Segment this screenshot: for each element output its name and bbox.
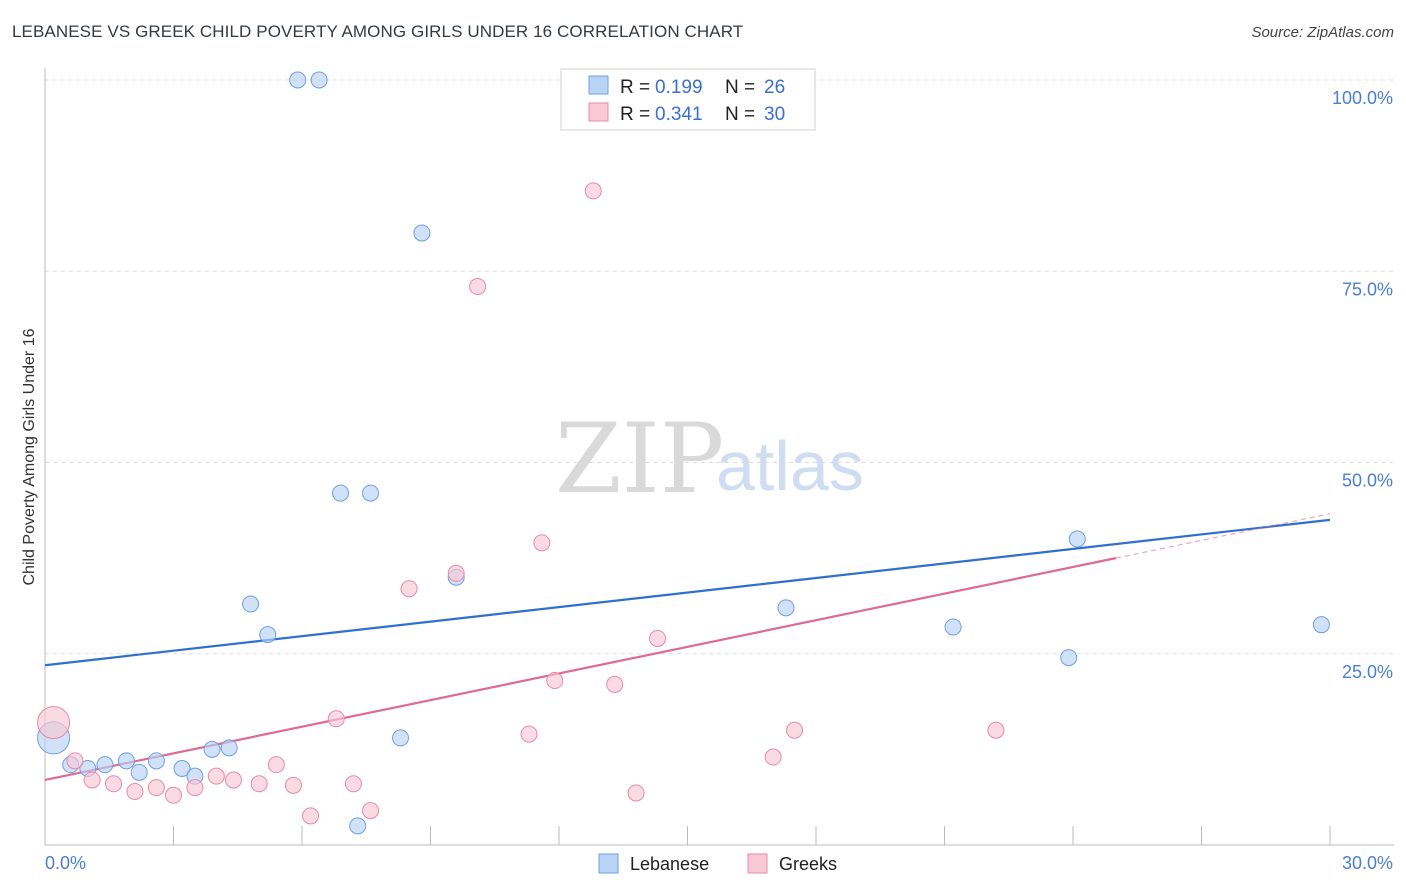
point-greeks-6 — [165, 786, 182, 804]
point-greeks-5 — [147, 779, 165, 797]
point-lebanese-6 — [147, 752, 165, 770]
legend-swatch-greeks — [588, 102, 609, 122]
bottom-legend-swatch-greeks — [747, 853, 768, 874]
point-lebanese-19 — [413, 224, 431, 242]
point-lebanese-16 — [349, 817, 367, 835]
point-greeks-10 — [250, 775, 268, 793]
legend-n-value-lebanese: 26 — [764, 77, 785, 98]
point-greeks-15 — [344, 775, 362, 793]
point-greeks-12 — [284, 776, 302, 794]
point-greeks-26 — [649, 629, 667, 647]
point-lebanese-5 — [130, 763, 148, 781]
grid-lines — [45, 79, 1394, 655]
y-tick-label-3: 100.0% — [1332, 88, 1393, 108]
point-lebanese-17 — [362, 484, 380, 502]
point-greeks-17 — [400, 580, 418, 598]
legend-n-label-greeks: N = — [725, 104, 755, 125]
point-lebanese-14 — [310, 71, 328, 89]
legend-r-value-lebanese: 0.199 — [655, 77, 703, 98]
point-lebanese-22 — [944, 618, 962, 636]
point-greeks-4 — [126, 782, 144, 800]
point-greeks-9 — [224, 771, 242, 789]
point-greeks-8 — [207, 767, 225, 785]
chart-title: LEBANESE VS GREEK CHILD POVERTY AMONG GI… — [12, 22, 744, 41]
point-greeks-19 — [469, 278, 487, 296]
watermark-zip: ZIP — [555, 403, 724, 515]
point-greeks-21 — [533, 534, 551, 552]
point-lebanese-25 — [1312, 616, 1330, 634]
point-greeks-22 — [546, 672, 564, 690]
point-greeks-23 — [584, 182, 602, 200]
legend-r-value-greeks: 0.341 — [655, 104, 703, 125]
watermark: ZIP atlas — [555, 403, 864, 515]
x-tick-label-1: 30.0% — [1342, 853, 1393, 873]
point-lebanese-3 — [96, 756, 114, 774]
point-lebanese-10 — [220, 739, 238, 757]
point-greeks-25 — [627, 784, 645, 802]
y-tick-label-0: 25.0% — [1342, 662, 1393, 682]
legend-n-value-greeks: 30 — [764, 104, 785, 125]
legend-r-label-greeks: R = — [620, 104, 650, 125]
point-lebanese-23 — [1060, 649, 1078, 667]
point-greeks-11 — [267, 756, 285, 774]
point-greeks-20 — [520, 725, 538, 743]
point-lebanese-24 — [1068, 530, 1086, 548]
bottom-legend-swatch-lebanese — [598, 853, 619, 874]
trend-line-dashed-greeks — [1115, 513, 1331, 559]
point-greeks-27 — [764, 748, 782, 766]
point-greeks-3 — [105, 775, 123, 793]
y-tick-label-2: 75.0% — [1342, 279, 1393, 299]
y-tick-label-1: 50.0% — [1342, 471, 1393, 491]
watermark-atlas: atlas — [716, 427, 864, 505]
point-greeks-13 — [302, 807, 320, 825]
point-greeks-29 — [987, 721, 1005, 739]
bottom-legend-label-greeks: Greeks — [779, 854, 837, 874]
point-greeks-28 — [786, 721, 804, 739]
point-greeks-7 — [186, 779, 204, 797]
point-greeks-1 — [66, 752, 84, 770]
legend-n-label-lebanese: N = — [725, 77, 755, 98]
data-points — [37, 71, 1330, 835]
point-greeks-0 — [37, 706, 71, 740]
point-lebanese-21 — [777, 599, 795, 617]
bottom-legend-label-lebanese: Lebanese — [630, 854, 709, 874]
point-lebanese-4 — [117, 752, 135, 770]
bottom-legend: Lebanese Greeks — [598, 853, 837, 874]
point-greeks-14 — [327, 710, 345, 728]
point-lebanese-18 — [392, 729, 410, 747]
point-lebanese-9 — [203, 740, 221, 758]
tick-labels: 25.0% 50.0% 75.0% 100.0% 0.0% 30.0% — [45, 88, 1393, 873]
legend-swatch-lebanese — [588, 75, 609, 95]
point-lebanese-13 — [289, 71, 307, 89]
point-lebanese-15 — [332, 484, 350, 502]
point-lebanese-7 — [173, 760, 191, 777]
point-greeks-16 — [362, 802, 380, 820]
y-axis-label: Child Poverty Among Girls Under 16 — [21, 328, 38, 585]
trend-lines — [44, 513, 1331, 782]
x-tick-label-0: 0.0% — [45, 853, 86, 873]
point-greeks-18 — [447, 564, 465, 582]
point-greeks-24 — [606, 675, 624, 693]
point-greeks-2 — [83, 771, 101, 789]
legend: R = 0.199 N = 26 R = 0.341 N = 30 — [560, 68, 816, 131]
source-credit: Source: ZipAtlas.com — [1251, 24, 1394, 41]
point-lebanese-11 — [242, 595, 260, 613]
point-lebanese-12 — [259, 626, 277, 644]
legend-r-label-lebanese: R = — [620, 77, 650, 98]
trend-line-lebanese — [44, 518, 1331, 667]
